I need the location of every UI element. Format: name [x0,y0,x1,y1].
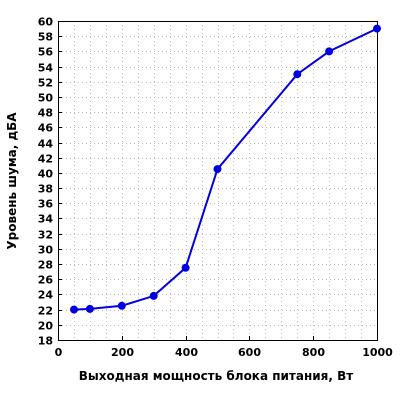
series [70,24,381,314]
y-axis-title: Уровень шума, дБА [5,112,19,250]
y-tick-label: 50 [38,92,54,105]
y-tick-label: 20 [38,320,54,333]
y-tick-label: 52 [38,77,53,90]
y-tick-label: 44 [38,138,54,151]
y-tick-label: 30 [38,244,54,257]
y-tick-label: 58 [38,31,53,44]
y-tick-label: 32 [38,229,53,242]
y-tick-label: 46 [38,122,54,135]
x-tick-label: 400 [175,346,198,359]
y-tick-label: 42 [38,153,53,166]
y-tick-label: 40 [38,168,54,181]
data-point [149,291,158,300]
y-tick-label: 28 [38,259,53,272]
y-tick-label: 22 [38,305,53,318]
data-point [70,305,78,314]
y-tick-label: 60 [38,16,54,29]
y-tick-label: 18 [38,335,53,348]
data-point [373,24,381,33]
y-tick-label: 56 [38,46,54,59]
data-point [293,70,302,79]
plot-frame [58,21,378,341]
y-tick-label: 36 [38,198,54,211]
data-point [117,301,126,310]
y-tick-label: 38 [38,183,53,196]
y-tick-label: 24 [38,289,54,302]
x-axis-title: Выходная мощность блока питания, Вт [79,369,354,383]
x-tick-label: 200 [111,346,134,359]
x-tick-label: 1000 [362,346,393,359]
x-tick-label: 800 [302,346,325,359]
y-tick-label: 34 [38,213,54,226]
series-line [73,27,378,311]
y-tick-label: 48 [38,107,53,120]
data-point [181,263,190,272]
tick-labels: 0 200 400 600 800 1000 18 20 22 24 26 28 30 32 34 36 38 4… [38,16,393,360]
data-point [85,304,94,313]
data-point [325,47,334,56]
grid [58,21,377,340]
x-tick-label: 600 [238,346,261,359]
y-tick-label: 26 [38,274,54,287]
x-tick-label: 0 [55,346,63,359]
data-point [213,165,222,174]
y-tick-label: 54 [38,62,54,75]
